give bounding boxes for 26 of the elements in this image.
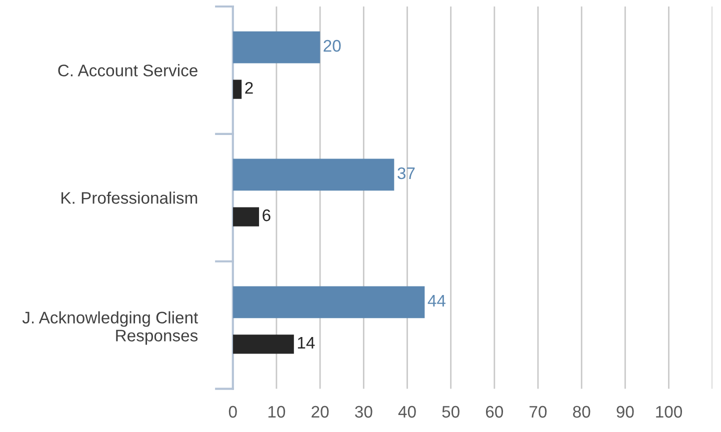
- x-tick-label: 30: [355, 406, 372, 418]
- bar: [232, 286, 425, 318]
- bar: [232, 158, 394, 191]
- x-tick-label: 100: [656, 406, 682, 418]
- x-tick-label: 80: [573, 406, 590, 418]
- data-label: 20: [324, 40, 341, 52]
- y-tick-label: C. Account Service: [58, 64, 198, 76]
- x-tick-label: 60: [486, 406, 504, 418]
- x-tick-label: 90: [616, 406, 634, 418]
- x-tick-label: 0: [228, 406, 237, 418]
- bar: [232, 80, 242, 99]
- bar: [232, 207, 260, 226]
- bar: [232, 334, 294, 354]
- data-label: 6: [262, 209, 270, 222]
- x-tick-label: 70: [530, 406, 547, 418]
- x-tick-label: 10: [268, 406, 286, 418]
- x-tick-label: 20: [312, 406, 329, 418]
- x-tick-label: 40: [398, 406, 416, 418]
- y-tick-label: K. Professionalism: [62, 192, 198, 204]
- x-tick-label: 50: [442, 406, 460, 418]
- data-label: 2: [245, 82, 253, 94]
- bar: [232, 31, 320, 64]
- data-label: 44: [428, 294, 446, 306]
- data-label: 14: [298, 337, 315, 349]
- y-tick-label: J. Acknowledging Client Responses: [22, 311, 198, 345]
- data-label: 37: [398, 167, 415, 180]
